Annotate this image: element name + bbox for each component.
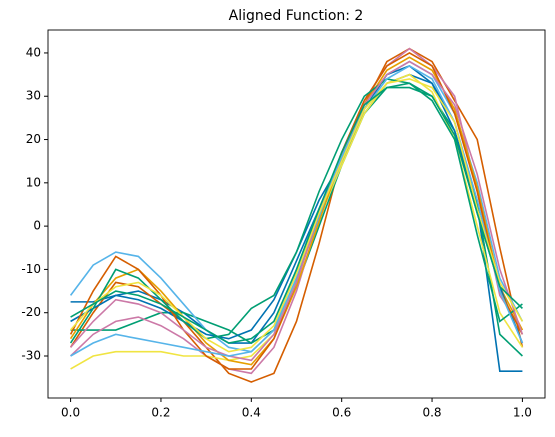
series-line — [69, 60, 524, 362]
y-tick-label: -30 — [21, 349, 41, 363]
y-tick-label: 0 — [33, 219, 41, 233]
y-tick-label: 40 — [26, 45, 41, 59]
series-line — [70, 73, 523, 372]
series-line — [69, 47, 524, 383]
y-tick-label: -20 — [21, 305, 41, 319]
series-line — [70, 47, 524, 375]
y-tick-label: -10 — [21, 262, 41, 276]
series-line — [69, 60, 524, 353]
series-line — [69, 78, 524, 353]
x-tick-label: 0.4 — [242, 406, 261, 420]
y-tick-label: 20 — [26, 132, 41, 146]
series-line — [70, 73, 524, 370]
y-tick-label: 30 — [26, 89, 41, 103]
x-tick-label: 0.0 — [61, 406, 80, 420]
x-tick-label: 1.0 — [513, 406, 532, 420]
x-tick-label: 0.8 — [422, 406, 441, 420]
series-line — [70, 86, 523, 344]
x-tick-label: 0.6 — [332, 406, 351, 420]
series-line — [70, 65, 524, 344]
y-tick-label: 10 — [26, 175, 41, 189]
chart-title: Aligned Function: 2 — [229, 8, 364, 24]
series-line — [69, 78, 523, 344]
x-tick-label: 0.2 — [151, 406, 170, 420]
plot-frame — [47, 29, 546, 399]
